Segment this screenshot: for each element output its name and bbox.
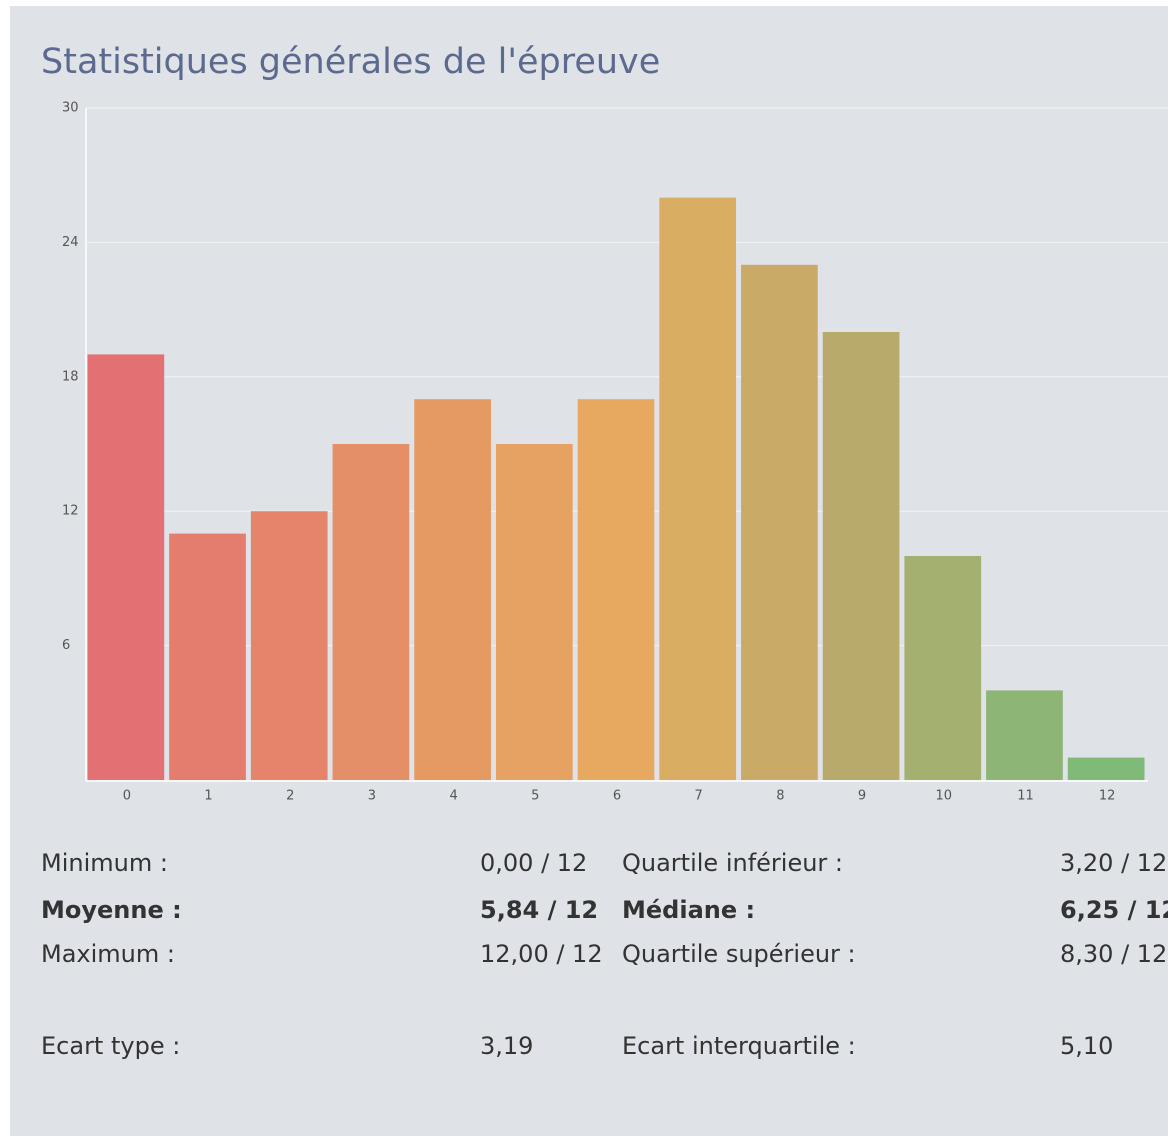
x-tick-label: 5 bbox=[531, 789, 539, 804]
stat-label: Ecart interquartile : bbox=[622, 1032, 856, 1060]
bar bbox=[250, 511, 328, 780]
bar bbox=[1067, 757, 1145, 780]
stat-value: 5,10 bbox=[1060, 1032, 1114, 1060]
bar bbox=[414, 399, 491, 780]
x-tick-label: 6 bbox=[613, 789, 621, 804]
x-tick-label: 4 bbox=[449, 789, 457, 804]
stat-value: 6,25 / 12 bbox=[1060, 896, 1168, 924]
y-tick-label: 30 bbox=[62, 101, 79, 116]
bar bbox=[822, 332, 900, 780]
stat-label: Moyenne : bbox=[41, 896, 182, 924]
stat-value: 8,30 / 12 bbox=[1060, 940, 1168, 968]
stat-value: 3,20 / 12 bbox=[1060, 849, 1168, 877]
x-tick-label: 7 bbox=[695, 789, 703, 804]
stat-value: 5,84 / 12 bbox=[480, 896, 599, 924]
panel-title: Statistiques générales de l'épreuve bbox=[41, 42, 661, 82]
bar bbox=[87, 354, 165, 780]
stat-label: Médiane : bbox=[622, 896, 756, 924]
x-tick-label: 9 bbox=[858, 789, 866, 804]
stat-label: Quartile supérieur : bbox=[622, 940, 856, 968]
x-tick-label: 8 bbox=[776, 789, 784, 804]
bar bbox=[904, 556, 982, 780]
bar bbox=[169, 533, 246, 780]
stat-value: 12,00 / 12 bbox=[480, 940, 603, 968]
stat-value: 0,00 / 12 bbox=[480, 849, 588, 877]
stat-label: Minimum : bbox=[41, 849, 168, 877]
stat-label: Ecart type : bbox=[41, 1032, 181, 1060]
bar bbox=[495, 444, 573, 780]
x-tick-label: 2 bbox=[286, 789, 294, 804]
x-tick-label: 3 bbox=[368, 789, 376, 804]
y-tick-label: 6 bbox=[62, 638, 70, 653]
bar bbox=[659, 197, 737, 781]
x-tick-label: 0 bbox=[123, 789, 131, 804]
bar bbox=[577, 399, 655, 780]
stat-value: 3,19 bbox=[480, 1032, 534, 1060]
x-tick-label: 10 bbox=[935, 789, 952, 804]
y-tick-label: 24 bbox=[62, 235, 79, 250]
bar bbox=[986, 690, 1063, 780]
y-tick-label: 18 bbox=[62, 369, 79, 384]
stats-panel: Statistiques générales de l'épreuve 6 12 1… bbox=[10, 6, 1168, 1136]
bar bbox=[332, 444, 410, 780]
stat-label: Quartile inférieur : bbox=[622, 849, 844, 877]
x-tick-label: 12 bbox=[1099, 789, 1116, 804]
bar bbox=[741, 264, 818, 780]
stat-label: Maximum : bbox=[41, 940, 175, 968]
x-tick-label: 1 bbox=[204, 789, 212, 804]
y-tick-label: 12 bbox=[62, 504, 79, 519]
x-tick-label: 11 bbox=[1017, 789, 1034, 804]
